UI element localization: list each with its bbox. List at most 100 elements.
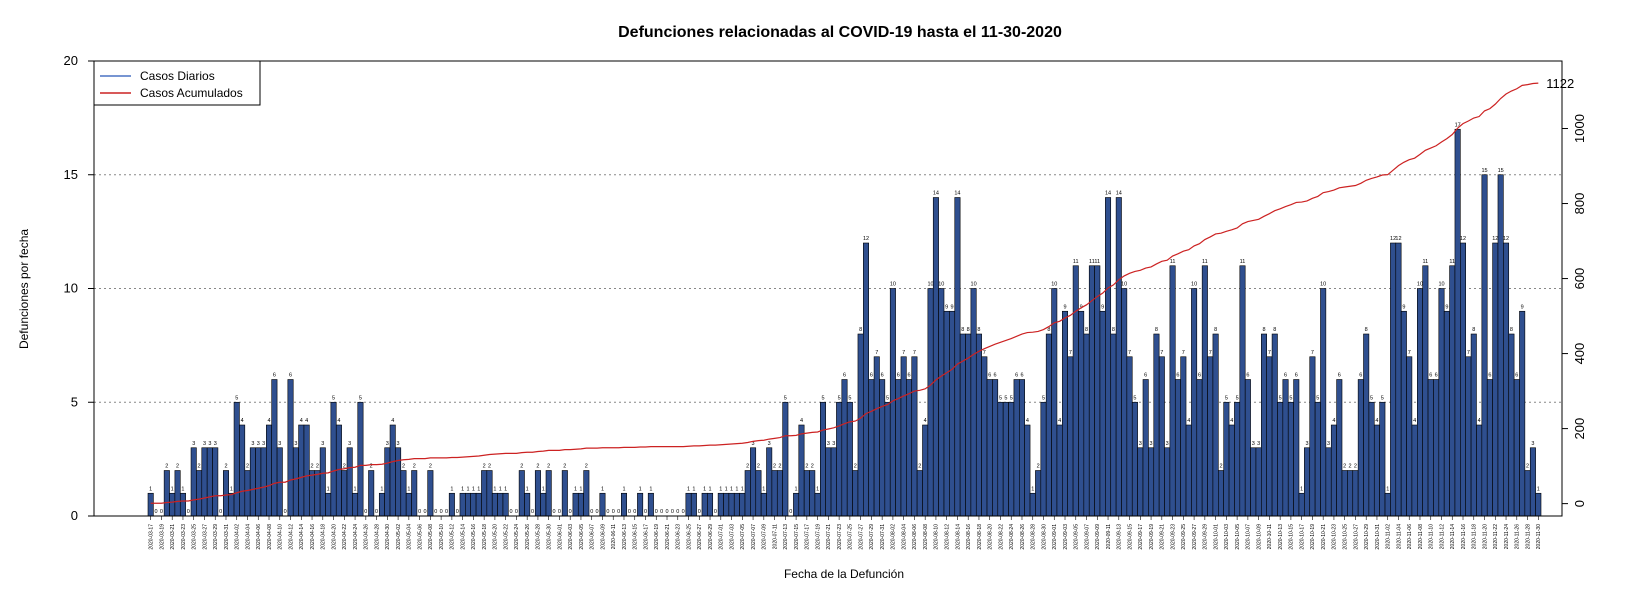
bar-value-label: 4 bbox=[1478, 418, 1481, 424]
bar-value-label: 2 bbox=[224, 464, 227, 470]
x-tick-label: 2020-10-17 bbox=[1299, 524, 1305, 550]
bar-value-label: 2 bbox=[1219, 464, 1222, 470]
bar-value-label: 14 bbox=[1116, 191, 1122, 197]
bar bbox=[1497, 174, 1504, 517]
x-axis: 2020-03-17 2020-03-19 2020-03-21 2020-03-23… bbox=[148, 516, 1542, 550]
x-tick-label: 2020-07-29 bbox=[869, 524, 875, 550]
bar bbox=[174, 470, 181, 517]
bar-value-label: 1 bbox=[762, 486, 765, 492]
bar bbox=[201, 447, 208, 517]
bar bbox=[1304, 447, 1311, 517]
bar bbox=[927, 288, 934, 517]
bar bbox=[1282, 379, 1289, 517]
x-tick-label: 2020-08-30 bbox=[1041, 524, 1047, 550]
bar-value-label: 5 bbox=[1236, 395, 1239, 401]
bar bbox=[427, 470, 434, 517]
bar bbox=[481, 470, 488, 517]
x-tick-label: 2020-08-08 bbox=[923, 524, 929, 550]
bar-value-label: 0 bbox=[558, 509, 561, 515]
bar bbox=[1244, 379, 1251, 517]
bar-value-label: 0 bbox=[510, 509, 513, 515]
bar-value-label: 0 bbox=[434, 509, 437, 515]
bar-value-label: 1 bbox=[709, 486, 712, 492]
bar bbox=[852, 470, 859, 517]
legend: Casos Diarios Casos Acumulados bbox=[93, 60, 261, 106]
bar bbox=[233, 401, 240, 517]
x-tick-label: 2020-11-22 bbox=[1493, 524, 1499, 549]
bar-value-label: 8 bbox=[1273, 327, 1276, 333]
bar-value-label: 7 bbox=[1467, 350, 1470, 356]
bar bbox=[1347, 470, 1354, 517]
bar-value-label: 8 bbox=[1155, 327, 1158, 333]
x-tick-label: 2020-09-11 bbox=[1106, 524, 1112, 549]
bar-value-label: 6 bbox=[1359, 373, 1362, 379]
bar-value-label: 1 bbox=[526, 486, 529, 492]
bar-value-label: 0 bbox=[644, 509, 647, 515]
bar bbox=[249, 447, 256, 517]
bar-value-label: 3 bbox=[1531, 441, 1534, 447]
bar bbox=[561, 470, 568, 517]
x-tick-label: 2020-09-17 bbox=[1138, 524, 1144, 550]
bar-value-label: 1 bbox=[466, 486, 469, 492]
bar-value-label: 0 bbox=[531, 509, 534, 515]
bar bbox=[599, 492, 606, 517]
bar-value-label: 0 bbox=[665, 509, 668, 515]
bar bbox=[1223, 401, 1230, 517]
y-axis-left: 0 5 10 15 20 bbox=[64, 53, 94, 523]
bar-value-label: 0 bbox=[660, 509, 663, 515]
x-tick-label: 2020-10-27 bbox=[1353, 524, 1359, 550]
x-tick-label: 2020-06-29 bbox=[708, 524, 714, 550]
bar-value-label: 2 bbox=[585, 464, 588, 470]
bar-value-label: 10 bbox=[971, 282, 977, 288]
x-tick-label: 2020-08-26 bbox=[1020, 524, 1026, 550]
bar-value-label: 2 bbox=[1526, 464, 1529, 470]
bar bbox=[1131, 401, 1138, 517]
bar bbox=[352, 492, 359, 517]
bar bbox=[1201, 265, 1208, 517]
bar bbox=[809, 470, 816, 517]
bar-value-label: 2 bbox=[1349, 464, 1352, 470]
bar-value-label: 0 bbox=[445, 509, 448, 515]
bar bbox=[287, 379, 294, 517]
y-axis-label: Defunciones por fecha bbox=[17, 229, 31, 349]
bar-value-label: 4 bbox=[391, 418, 394, 424]
bar-value-label: 3 bbox=[278, 441, 281, 447]
bar bbox=[341, 470, 348, 517]
bar bbox=[545, 470, 552, 517]
x-tick-label: 2020-04-02 bbox=[235, 524, 241, 550]
bar-value-label: 8 bbox=[977, 327, 980, 333]
bar-value-label: 12 bbox=[1492, 236, 1498, 242]
bar-value-label: 1 bbox=[1300, 486, 1303, 492]
bar bbox=[1212, 333, 1219, 517]
bar-value-label: 11 bbox=[1423, 259, 1429, 265]
bar bbox=[620, 492, 627, 517]
bar bbox=[497, 492, 504, 517]
x-tick-label: 2020-10-03 bbox=[1224, 524, 1230, 550]
bar-value-label: 4 bbox=[1332, 418, 1335, 424]
bar bbox=[1078, 310, 1085, 517]
bar bbox=[179, 492, 186, 517]
bar-value-label: 2 bbox=[536, 464, 539, 470]
bar bbox=[949, 310, 956, 517]
bar-value-label: 3 bbox=[214, 441, 217, 447]
x-tick-label: 2020-08-22 bbox=[998, 524, 1004, 550]
bar bbox=[1503, 242, 1510, 517]
bar bbox=[707, 492, 714, 517]
bar bbox=[798, 424, 805, 517]
x-tick-label: 2020-08-28 bbox=[1031, 524, 1037, 550]
bar-value-label: 9 bbox=[1101, 304, 1104, 310]
bar-value-label: 1 bbox=[461, 486, 464, 492]
bar-value-label: 2 bbox=[402, 464, 405, 470]
bar bbox=[1314, 401, 1321, 517]
x-tick-label: 2020-04-26 bbox=[364, 524, 370, 550]
x-tick-label: 2020-06-09 bbox=[600, 524, 606, 550]
bar-value-label: 6 bbox=[1338, 373, 1341, 379]
x-tick-label: 2020-10-23 bbox=[1332, 524, 1338, 550]
bar-value-label: 11 bbox=[1202, 259, 1208, 265]
bar bbox=[314, 470, 321, 517]
bar bbox=[1357, 379, 1364, 517]
bar-value-label: 17 bbox=[1455, 122, 1461, 128]
x-tick-label: 2020-03-21 bbox=[170, 524, 176, 550]
x-tick-label: 2020-05-22 bbox=[503, 524, 509, 550]
